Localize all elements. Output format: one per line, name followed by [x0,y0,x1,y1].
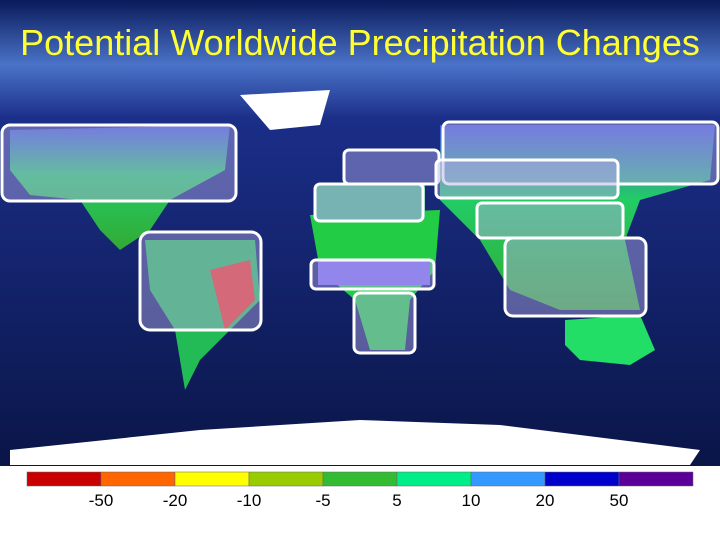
legend-swatch [100,471,176,487]
legend-swatch [618,471,694,487]
legend-swatch [174,471,250,487]
legend-swatch [26,471,102,487]
legend-label: -5 [315,491,330,510]
legend-label: -50 [89,491,114,510]
legend-swatch [544,471,620,487]
legend-swatch [396,471,472,487]
legend-label: 50 [610,491,629,510]
highlight-regions [0,120,720,355]
legend-label: 5 [392,491,401,510]
continents [10,90,715,465]
legend-label: 20 [536,491,555,510]
legend-label: -20 [163,491,188,510]
legend-swatch [322,471,398,487]
legend-swatch [248,471,324,487]
legend-swatch [470,471,546,487]
title: Potential Worldwide Precipitation Change… [20,22,700,63]
legend: -50 -20 -10 -5 5 10 20 50 [26,471,694,510]
legend-label: 10 [462,491,481,510]
legend-label: -10 [237,491,262,510]
